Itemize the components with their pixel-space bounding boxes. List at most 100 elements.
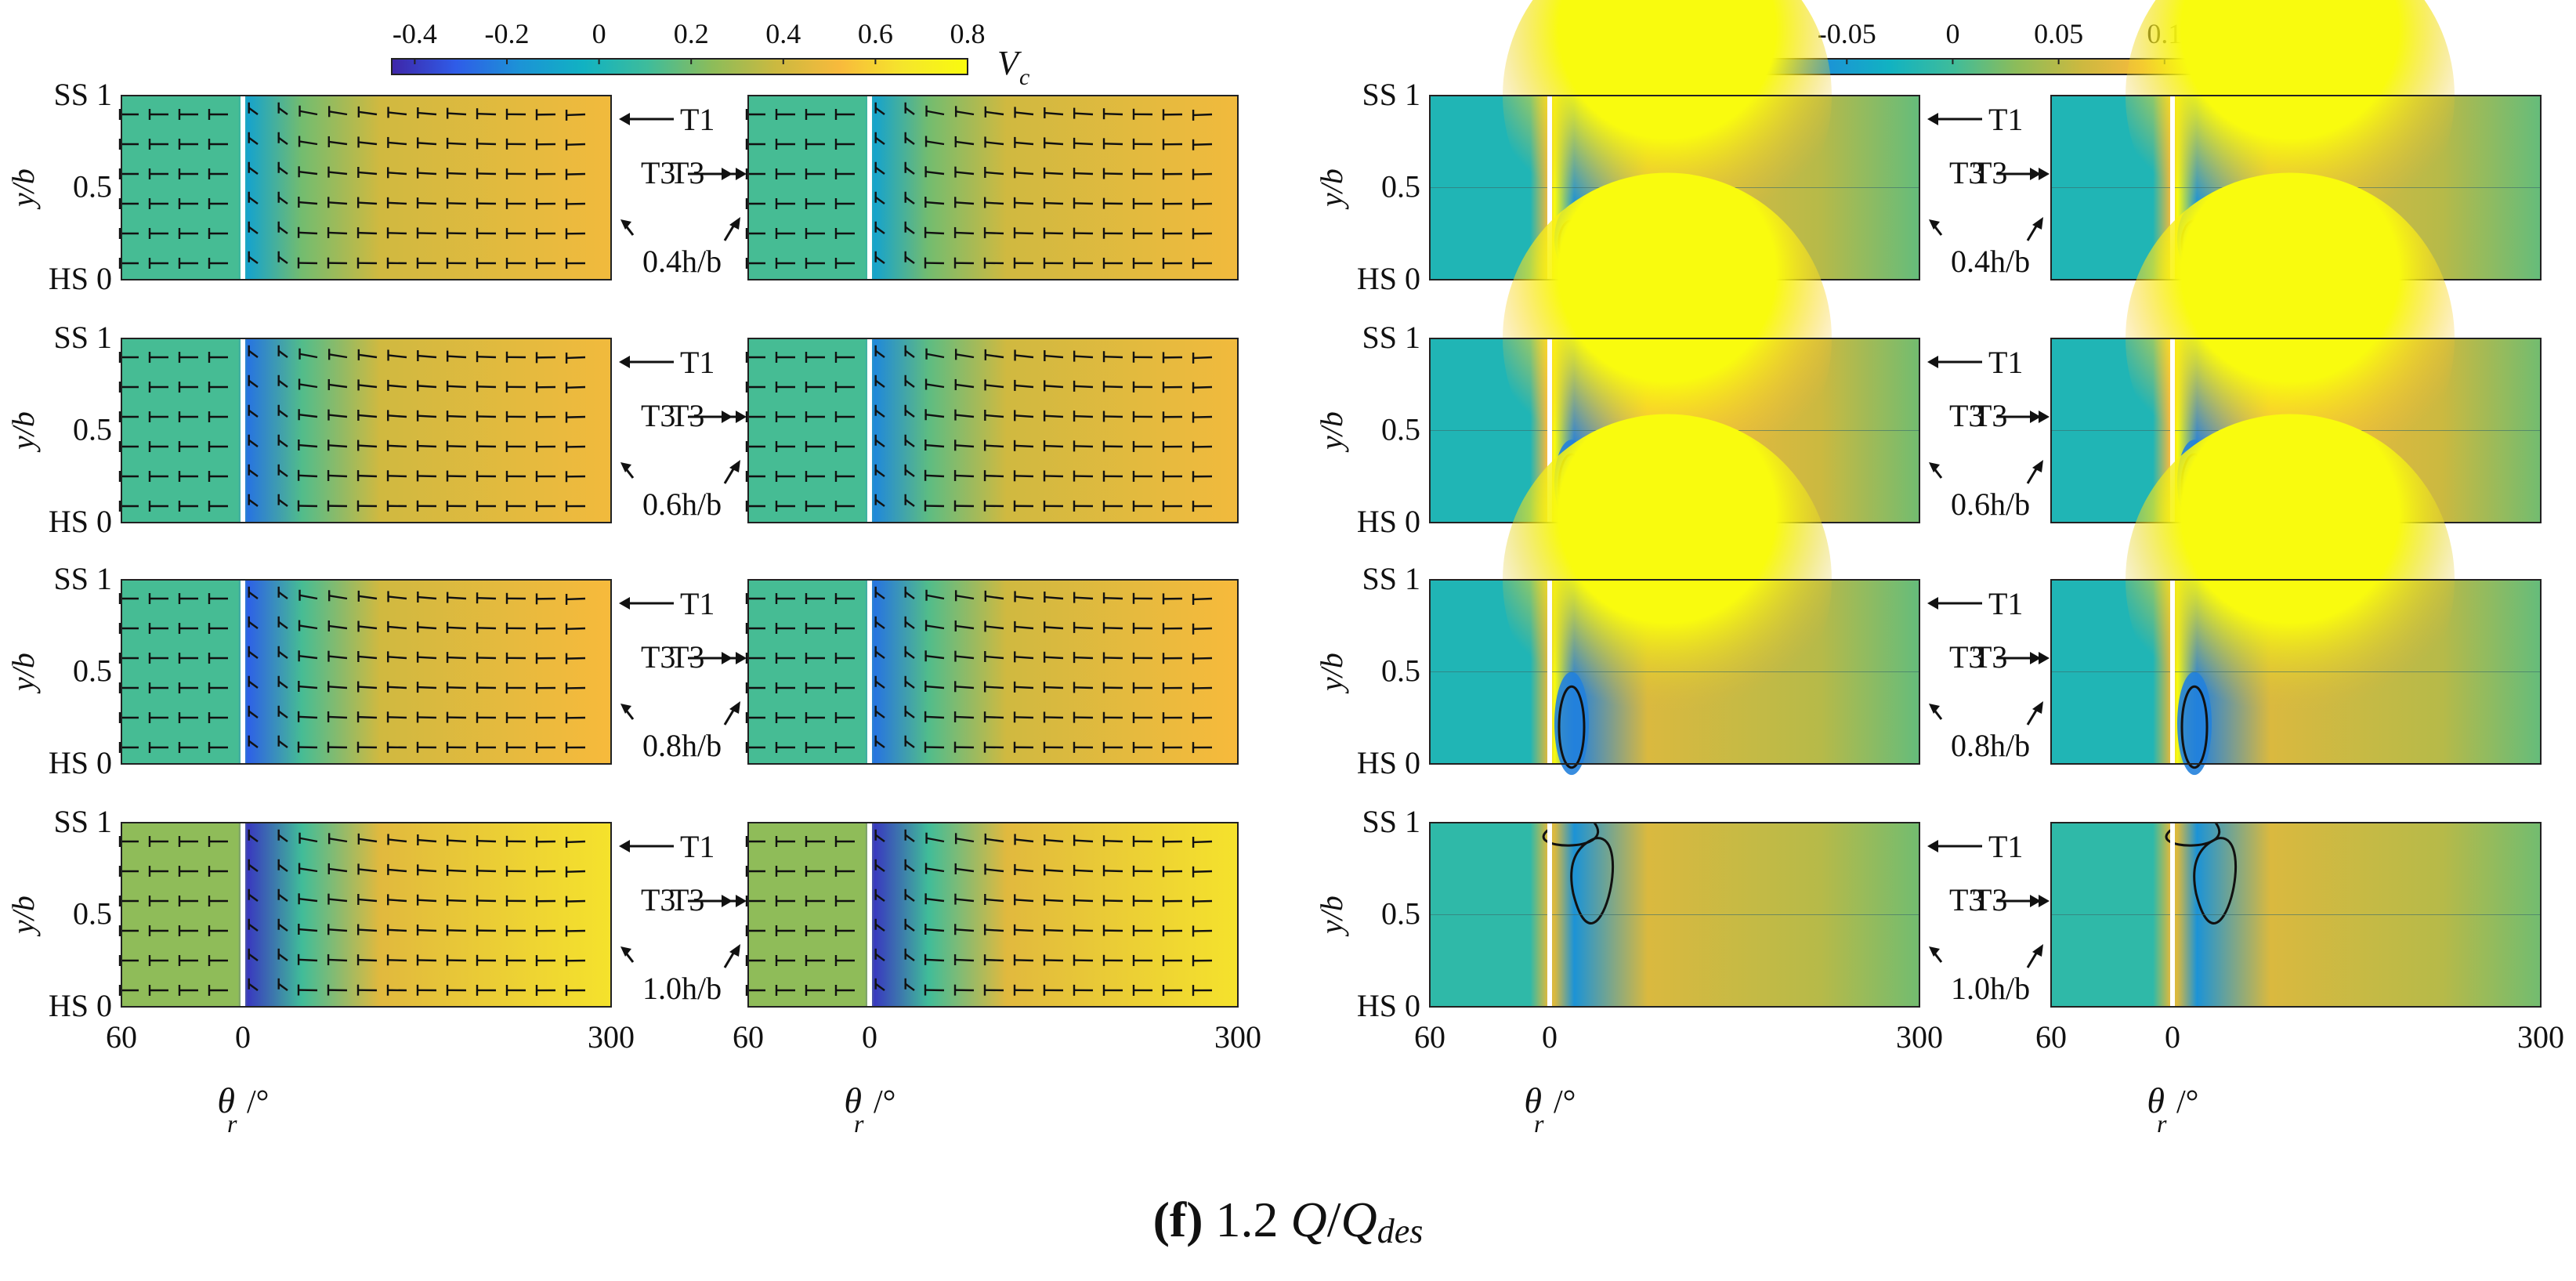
caption-qdes: Q <box>1340 1192 1377 1247</box>
blade-line <box>2170 580 2175 764</box>
velocity-vector <box>1015 686 1034 689</box>
velocity-vector <box>277 982 288 991</box>
velocity-vector <box>1044 686 1064 689</box>
velocity-vector <box>874 591 885 599</box>
velocity-vector <box>298 140 318 146</box>
velocity-vector <box>277 893 288 902</box>
velocity-vector <box>388 111 407 116</box>
velocity-vector <box>328 715 348 719</box>
velocity-vector <box>1015 384 1034 389</box>
contour-line <box>2193 837 2238 925</box>
velocity-vector <box>874 226 885 234</box>
field-fill <box>748 338 1238 523</box>
span-label: 0.6h/b <box>1951 487 2030 522</box>
annotation-t3: T3 <box>641 155 675 190</box>
velocity-vector <box>1074 686 1094 689</box>
blade-line <box>867 580 872 764</box>
blade-line <box>867 96 872 280</box>
field-fill <box>121 580 611 764</box>
velocity-vector <box>985 655 1004 660</box>
y-tick-label: 0.5 <box>73 412 112 447</box>
velocity-vector <box>1193 870 1213 873</box>
velocity-vector <box>985 353 1004 359</box>
velocity-vector <box>1015 141 1034 146</box>
annotation-t1: T1 <box>680 102 715 137</box>
annotation-t1: T1 <box>1988 586 2023 621</box>
velocity-vector <box>328 201 348 205</box>
annotation-t3: T3 <box>1973 398 2007 433</box>
velocity-vector <box>1015 959 1034 962</box>
y-tick-label: HS 0 <box>49 988 112 1023</box>
colorbar-tick-label: 0.8 <box>950 18 986 49</box>
velocity-vector <box>1044 626 1064 630</box>
y-tick-label: 0.5 <box>1381 896 1420 932</box>
velocity-vector <box>566 899 586 903</box>
colorbar-gradient <box>391 58 968 75</box>
velocity-vector <box>277 166 288 175</box>
annotation-arrowhead <box>619 113 630 125</box>
contour-line <box>2165 822 2220 847</box>
annotation-arrow <box>2026 467 2039 484</box>
velocity-vector <box>1104 596 1123 600</box>
velocity-vector <box>328 140 348 146</box>
panel-frame <box>121 338 612 523</box>
caption-q: Q <box>1290 1192 1327 1247</box>
velocity-vector <box>388 656 407 660</box>
velocity-vector <box>328 655 348 660</box>
annotation-arrowhead <box>2039 652 2050 664</box>
annotation-arrowhead <box>1927 840 1938 852</box>
velocity-vector <box>358 171 378 176</box>
colorbar-tick-label: 0.6 <box>858 18 893 49</box>
velocity-vector <box>1104 385 1123 389</box>
annotation-arrowhead <box>619 597 630 610</box>
velocity-vector <box>1103 415 1123 418</box>
annotation-t1: T1 <box>680 345 715 380</box>
velocity-vector <box>248 680 259 689</box>
velocity-vector <box>248 226 259 234</box>
velocity-vector <box>248 863 259 872</box>
velocity-vector <box>1044 595 1064 600</box>
velocity-vector <box>1044 385 1064 389</box>
annotation-arrowhead <box>2039 411 2050 423</box>
velocity-vector <box>248 379 259 388</box>
velocity-vector <box>955 444 975 448</box>
velocity-vector <box>1015 868 1034 873</box>
y-tick-label: SS 1 <box>1362 77 1421 112</box>
y-tick-label: SS 1 <box>1362 804 1421 839</box>
velocity-vector <box>358 625 378 630</box>
velocity-vector <box>1193 840 1213 844</box>
velocity-vector <box>904 650 915 659</box>
velocity-vector <box>447 929 467 932</box>
panel-frame <box>2050 822 2542 1008</box>
velocity-vector <box>418 142 437 146</box>
velocity-vector <box>477 870 497 873</box>
contour-line <box>2180 685 2209 769</box>
velocity-vector <box>1104 143 1123 146</box>
velocity-vector <box>358 201 378 205</box>
velocity-vector <box>328 958 348 962</box>
annotation-t1: T1 <box>1988 345 2023 380</box>
velocity-vector <box>566 840 586 844</box>
figure-caption: (f) 1.2 Q/Qdes <box>0 1191 2576 1251</box>
annotation-arrowhead <box>619 840 630 852</box>
velocity-vector <box>298 383 318 389</box>
velocity-vector <box>418 595 437 600</box>
y-tick-label: SS 1 <box>54 77 113 112</box>
annotation-t3: T3 <box>1973 155 2007 190</box>
velocity-vector <box>955 110 975 116</box>
velocity-vector <box>874 439 885 447</box>
velocity-vector <box>904 379 915 388</box>
velocity-vector <box>904 255 915 264</box>
velocity-vector <box>328 867 348 873</box>
velocity-vector <box>358 715 378 719</box>
y-axis-label: y/b <box>5 896 41 937</box>
velocity-vector <box>388 686 407 689</box>
velocity-vector <box>1193 356 1213 360</box>
y-tick-label: 0.5 <box>1381 169 1420 204</box>
velocity-vector <box>904 591 915 599</box>
velocity-vector <box>298 715 318 719</box>
panel-v-c-10hb-col2: T3 60 0 300 θr /° <box>670 822 1261 1138</box>
velocity-vector <box>388 625 407 630</box>
x-axis-label-sub: r <box>854 1109 864 1138</box>
velocity-vector <box>1044 928 1064 932</box>
